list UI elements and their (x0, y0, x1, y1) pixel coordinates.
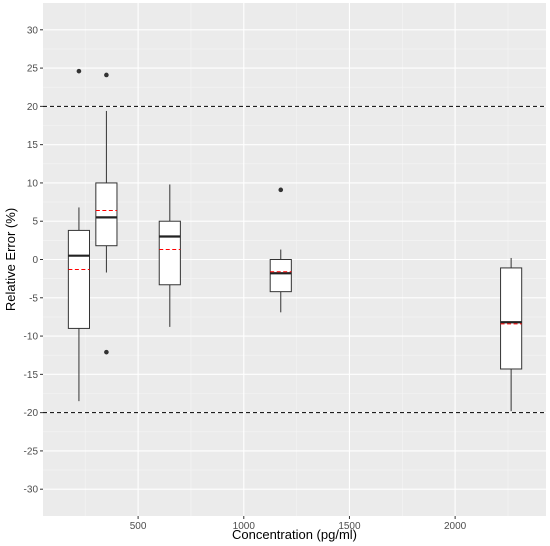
y-tick-label: 5 (32, 217, 38, 228)
y-tick-label: 30 (27, 25, 39, 36)
x-tick-label: 1500 (338, 521, 361, 532)
y-tick-label: -15 (24, 370, 39, 381)
x-tick-label: 1000 (233, 521, 256, 532)
x-axis-title: Concentration (pg/ml) (232, 527, 357, 542)
y-tick-label: -25 (24, 446, 39, 457)
y-tick-label: 25 (27, 64, 39, 75)
y-tick-label: -30 (24, 485, 39, 496)
box-group-2 (95, 72, 118, 355)
outlier-point (104, 349, 109, 355)
y-tick-label: -5 (29, 293, 38, 304)
y-tick-label: -20 (24, 408, 39, 419)
box-iqr (269, 259, 292, 293)
box-iqr (158, 220, 181, 286)
y-tick-label: 10 (27, 178, 39, 189)
box-group-1 (67, 68, 90, 402)
x-axis-ticks: 500 1000 1500 2000 (130, 516, 467, 532)
box-group-3 (158, 184, 181, 327)
box-iqr (67, 229, 90, 329)
outlier-point (104, 72, 109, 78)
y-tick-label: 0 (32, 255, 38, 266)
y-axis-ticks: -30 -25 -20 -15 -10 -5 0 5 10 15 20 25 30 (24, 25, 43, 496)
x-tick-label: 2000 (444, 521, 467, 532)
box-iqr (95, 182, 118, 247)
box-group-5 (500, 257, 523, 412)
y-tick-label: 20 (27, 102, 39, 113)
box-series (67, 68, 523, 412)
y-axis-title: Relative Error (%) (3, 208, 18, 311)
box-group-4 (269, 187, 292, 313)
box-iqr (500, 267, 523, 370)
major-gridlines (43, 3, 546, 516)
y-tick-label: 15 (27, 140, 39, 151)
y-tick-label: -10 (24, 332, 39, 343)
outlier-point (278, 187, 284, 193)
outlier-point (76, 68, 82, 74)
x-tick-label: 500 (130, 521, 147, 532)
